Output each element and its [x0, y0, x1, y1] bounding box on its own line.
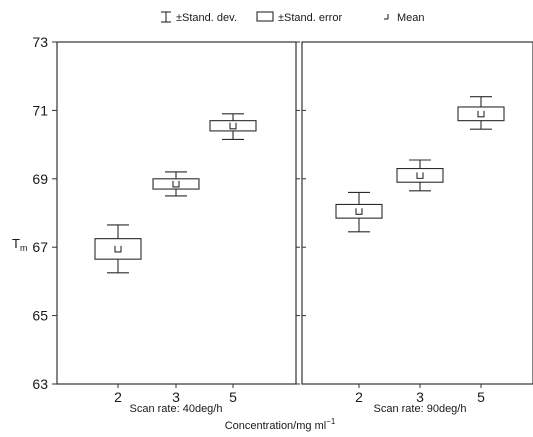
box-group [209, 113, 257, 141]
y-tick-label: 67 [32, 239, 48, 255]
x-axis-label: Concentration/mg ml−1 [225, 417, 336, 432]
panel-left-label: Scan rate: 40deg/h [130, 403, 223, 415]
legend-mean-label: Mean [397, 12, 425, 24]
panel-right-frame [301, 41, 533, 385]
x-tick-label: 2 [355, 389, 363, 405]
box-group [94, 224, 142, 274]
se-box [209, 120, 257, 132]
y-tick-label: 69 [32, 171, 48, 187]
legend-std-dev-label: ±Stand. dev. [176, 12, 237, 24]
x-tick-label: 3 [416, 389, 424, 405]
x-tick-label: 5 [477, 389, 485, 405]
x-ticks: 2 3 5 2 3 5 [114, 384, 485, 405]
y-tick-label: 73 [32, 34, 48, 50]
mean-point [229, 122, 237, 130]
box-group [457, 96, 505, 130]
mean-point [477, 110, 485, 118]
se-box [457, 106, 505, 122]
se-box [94, 238, 142, 260]
box-group [152, 171, 200, 197]
box-group [335, 191, 383, 233]
box-group [396, 159, 444, 192]
mean-point [416, 172, 424, 179]
panel-left-frame [56, 41, 297, 385]
se-box [396, 167, 444, 183]
y-axis-label: Tm [12, 236, 27, 253]
se-box [335, 203, 383, 219]
legend-std-dev-icon [161, 11, 171, 23]
y-tick-label: 65 [32, 308, 48, 324]
x-tick-label: 2 [114, 389, 122, 405]
mean-point [172, 180, 180, 188]
legend: ±Stand. dev. ±Stand. error Mean [161, 11, 425, 24]
x-tick-label: 5 [229, 389, 237, 405]
box-marks [94, 96, 505, 274]
y-tick-label: 63 [32, 376, 48, 392]
y-ticks: 63 65 67 69 71 73 [32, 34, 306, 392]
mean-point [355, 208, 363, 215]
panel-right-label: Scan rate: 90deg/h [374, 403, 467, 415]
x-tick-label: 3 [172, 389, 180, 405]
legend-std-err-label: ±Stand. error [278, 12, 342, 24]
legend-std-err-icon [256, 11, 274, 22]
mean-point [114, 245, 122, 253]
y-tick-label: 71 [32, 102, 48, 118]
legend-mean-icon [384, 14, 389, 20]
se-box [152, 178, 200, 190]
